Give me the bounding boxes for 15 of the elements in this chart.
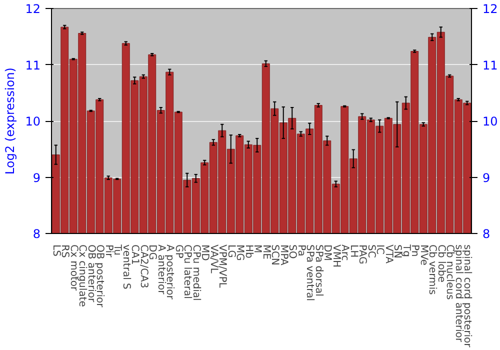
y2-tick-label: 9	[482, 170, 490, 185]
y2-tick-label: 11	[482, 58, 498, 72]
y-tick-label: 8	[32, 227, 41, 241]
x-tick-label: LS	[50, 244, 62, 256]
x-tick-label: spinal cord posterior	[462, 244, 473, 348]
x-tick-label: CA1	[129, 244, 140, 265]
y-tick-label: 10	[25, 114, 41, 128]
x-tick-label: spinal cord anterior	[452, 244, 464, 343]
y-tick-label: 9	[32, 170, 41, 185]
y-tick-label: 12	[25, 2, 41, 16]
y2-tick-label: 8	[482, 227, 490, 241]
y2-tick-label: 12	[482, 2, 498, 16]
y-axis-title: Log2 (expression)	[3, 68, 18, 174]
y-tick-label: 11	[25, 58, 41, 72]
y2-tick-label: 10	[482, 114, 498, 128]
